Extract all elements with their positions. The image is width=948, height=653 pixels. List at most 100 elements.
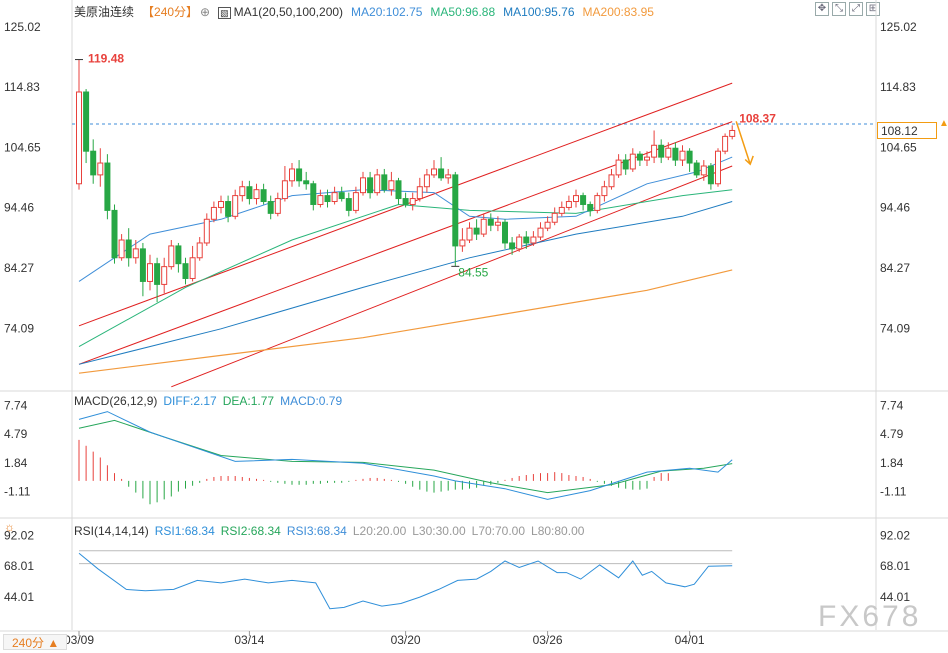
- price-tick-right: 74.09: [880, 321, 910, 335]
- candle-body: [480, 218, 487, 235]
- candle-body: [651, 144, 658, 158]
- candle-body: [274, 198, 281, 214]
- candle-body: [729, 129, 736, 137]
- candle-body: [487, 218, 494, 226]
- price-tick-right: 94.46: [880, 201, 910, 215]
- candle-body: [608, 174, 615, 188]
- candle-body: [267, 201, 274, 214]
- candle-body: [622, 159, 629, 170]
- candle-body: [338, 192, 345, 200]
- rsi-header-part: L70:70.00: [472, 524, 526, 538]
- candle-body: [175, 245, 182, 265]
- candle-body: [509, 242, 516, 250]
- rsi-tick-right: 68.01: [880, 559, 910, 573]
- time-tick-label: 03/14: [234, 633, 264, 647]
- candle-body: [594, 195, 601, 211]
- candle-body: [707, 165, 714, 185]
- macd-tick-right: 4.79: [880, 427, 904, 441]
- candle-body: [395, 180, 402, 200]
- candle-body: [636, 153, 643, 161]
- ma-label: MA1(20,50,100,200): [233, 5, 344, 19]
- candle-body: [111, 209, 118, 259]
- chart-header: 美原油连续 【240分】 ⊕ ▧ MA1(20,50,100,200) MA20:102.…: [74, 3, 662, 20]
- candle-body: [665, 147, 672, 158]
- rsi-header-part: RSI1:68.34: [155, 524, 215, 538]
- rsi-tick-left: 68.01: [4, 559, 34, 573]
- candle-body: [225, 201, 232, 217]
- candle-body: [132, 248, 139, 259]
- price-tick-right: 114.83: [880, 80, 916, 94]
- macd-header-part: MACD(26,12,9): [74, 394, 157, 408]
- price-tick-left: 104.65: [4, 140, 41, 154]
- candle-body: [402, 198, 409, 205]
- candle-body: [203, 218, 210, 244]
- candle-body: [722, 135, 729, 152]
- rsi-sun-icon: ☼: [4, 520, 15, 534]
- candle-body: [530, 236, 537, 244]
- price-tick-left: 94.46: [4, 201, 34, 215]
- watermark: FX678: [818, 600, 922, 633]
- timeframe-button[interactable]: 240分 ▲: [3, 634, 67, 650]
- ma50-value: MA50:96.88: [430, 5, 496, 19]
- candle-body: [700, 165, 707, 176]
- candle-body: [715, 150, 721, 185]
- rsi-header-part: RSI2:68.34: [221, 524, 281, 538]
- ma-settings-icon[interactable]: ▧: [218, 7, 231, 19]
- candle-body: [139, 248, 146, 282]
- price-tag-arrow: ▲: [939, 118, 948, 129]
- time-tick-label: 04/01: [675, 633, 705, 647]
- candle-body: [445, 174, 452, 179]
- zoom-out-icon[interactable]: ⤡: [832, 2, 846, 16]
- settings-icon[interactable]: ⊕: [200, 5, 211, 19]
- candle-body: [168, 245, 175, 268]
- rsi-tick-left: 44.01: [4, 590, 34, 604]
- candle-body: [459, 239, 466, 247]
- candle-body: [161, 266, 168, 285]
- rsi-header-part: L30:30.00: [412, 524, 466, 538]
- candle-body: [303, 180, 310, 185]
- candle-body: [601, 186, 608, 197]
- candle-body: [615, 159, 622, 176]
- price-tick-left: 114.83: [4, 80, 40, 94]
- macd-tick-left: -1.11: [4, 485, 31, 499]
- candle-body: [629, 153, 636, 170]
- candle-body: [239, 186, 246, 197]
- forecast-arrow: [735, 121, 751, 165]
- candle-body: [289, 168, 295, 182]
- crosshair-icon[interactable]: ✥: [815, 2, 829, 16]
- candle-body: [90, 150, 97, 176]
- macd-tick-left: 4.79: [4, 427, 28, 441]
- forecast-arrowhead: [744, 155, 754, 166]
- candle-body: [324, 195, 331, 203]
- macd-tick-right: 1.84: [880, 456, 904, 470]
- price-tick-left: 74.09: [4, 321, 34, 335]
- current-price-tag: 108.12: [877, 122, 937, 139]
- candle-body: [118, 239, 125, 259]
- candle-body: [367, 177, 374, 194]
- zoom-in-icon[interactable]: ⤢: [849, 2, 863, 16]
- time-tick-label: 03/26: [533, 633, 563, 647]
- candle-body: [381, 174, 388, 191]
- rsi-header: RSI(14,14,14) RSI1:68.34 RSI2:68.34 RSI3:68…: [74, 524, 585, 538]
- price-tick-right: 125.02: [880, 20, 917, 34]
- timeframe-bracket[interactable]: 【240分】: [142, 5, 199, 19]
- macd-tick-left: 1.84: [4, 456, 28, 470]
- candle-body: [232, 195, 239, 217]
- candle-body: [218, 201, 224, 208]
- price-tick-left: 125.02: [4, 20, 41, 34]
- candle-body: [331, 192, 338, 203]
- candle-body: [693, 162, 700, 176]
- candle-body: [565, 201, 572, 208]
- candle-body: [644, 156, 650, 161]
- candle-body: [494, 221, 501, 226]
- candle-body: [296, 168, 303, 182]
- candle-body: [573, 195, 579, 203]
- candle-body: [679, 150, 686, 161]
- candle-body: [502, 221, 508, 244]
- ma20-value: MA20:102.75: [351, 5, 423, 19]
- candle-body: [431, 168, 437, 176]
- candle-body: [551, 212, 558, 223]
- price-tick-left: 84.27: [4, 261, 34, 275]
- candle-body: [473, 227, 480, 235]
